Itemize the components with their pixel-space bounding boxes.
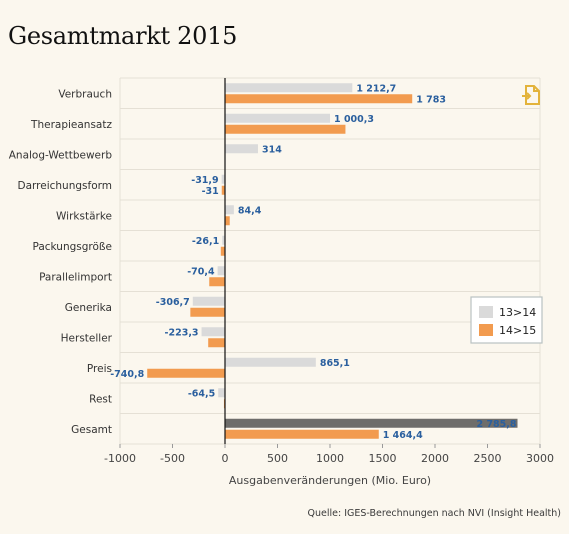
bar-14-15 [220, 246, 225, 256]
x-tick-label: 1500 [369, 452, 397, 465]
data-label: 1 212,7 [356, 83, 396, 94]
chart-title: Gesamtmarkt 2015 [8, 22, 238, 50]
x-tick-label: 1000 [316, 452, 344, 465]
category-label: Hersteller [61, 332, 113, 344]
category-label: Darreichungsform [18, 180, 112, 192]
category-label: Packungsgröße [32, 241, 112, 253]
bar-13-14 [225, 357, 316, 367]
bar-14-15 [225, 94, 413, 104]
data-label: 1 464,4 [383, 430, 423, 441]
bar-14-15 [209, 277, 225, 287]
category-label: Generika [65, 302, 112, 314]
bar-13-14 [222, 235, 225, 245]
bar-13-14 [225, 113, 331, 123]
x-tick-label: 2500 [474, 452, 502, 465]
x-axis-title: Ausgabenveränderungen (Mio. Euro) [229, 474, 431, 487]
bar-14-15 [221, 185, 225, 195]
category-label: Gesamt [71, 424, 112, 436]
source-note: Quelle: IGES-Berechnungen nach NVI (Insi… [307, 508, 561, 519]
data-label: 2 785,8 [477, 419, 517, 430]
category-label: Parallelimport [39, 271, 112, 283]
data-label: 314 [262, 144, 282, 155]
category-label: Analog-Wettbewerb [9, 149, 113, 161]
document-export-icon-glyph [522, 85, 540, 105]
data-label: -306,7 [156, 297, 190, 308]
x-tick-label: 0 [222, 452, 229, 465]
data-label: 1 000,3 [334, 114, 374, 125]
bar-14-15 [147, 368, 225, 378]
legend-label: 14>15 [499, 324, 536, 337]
data-label: 865,1 [320, 358, 350, 369]
bar-14-15 [225, 124, 346, 134]
bar-13-14 [225, 83, 353, 93]
category-label: Wirkstärke [56, 210, 112, 222]
bar-13-14 [225, 144, 258, 154]
category-label: Rest [89, 393, 112, 405]
category-label: Preis [87, 363, 112, 375]
document-export-icon[interactable] [520, 84, 542, 106]
bar-14-15 [225, 216, 230, 226]
bar-14-15 [190, 307, 225, 317]
bar-13-14 [218, 388, 225, 398]
data-label: -740,8 [110, 369, 144, 380]
x-tick-label: -500 [160, 452, 185, 465]
category-label: Verbrauch [58, 88, 112, 100]
data-label: -31,9 [191, 175, 218, 186]
x-tick-label: 500 [267, 452, 288, 465]
bar-13-14 [225, 418, 518, 428]
data-label: -223,3 [165, 327, 199, 338]
x-tick-label: 2000 [421, 452, 449, 465]
bar-13-14 [201, 327, 225, 337]
data-label: 1 783 [416, 94, 446, 105]
bar-13-14 [192, 296, 225, 306]
bar-14-15 [225, 429, 379, 439]
x-tick-label: -1000 [104, 452, 136, 465]
data-label: -70,4 [187, 266, 215, 277]
bar-14-15 [208, 338, 225, 348]
legend-label: 13>14 [499, 306, 536, 319]
x-tick-label: 3000 [526, 452, 554, 465]
bar-13-14 [221, 174, 225, 184]
data-label: -64,5 [188, 388, 215, 399]
data-label: -26,1 [192, 236, 219, 247]
category-label: Therapieansatz [30, 119, 112, 131]
legend-swatch [479, 306, 493, 318]
legend-swatch [479, 324, 493, 336]
data-label: 84,4 [238, 205, 262, 216]
data-label: -31 [202, 186, 219, 197]
bar-13-14 [217, 266, 225, 276]
bar-13-14 [225, 205, 234, 215]
